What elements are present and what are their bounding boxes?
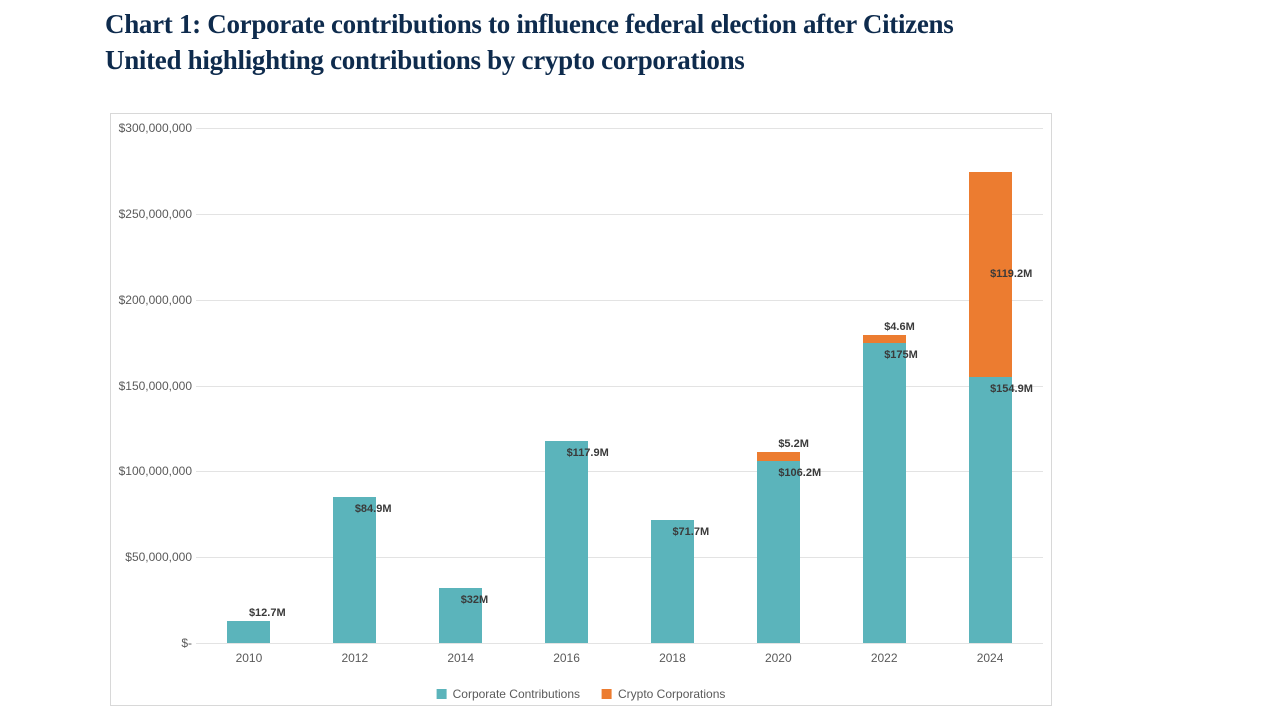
x-axis-tick-label: 2012 xyxy=(341,651,368,665)
y-axis-tick-label: $50,000,000 xyxy=(111,550,196,564)
legend-label: Crypto Corporations xyxy=(618,687,725,701)
legend-item: Crypto Corporations xyxy=(602,687,725,701)
chart-container: $- $50,000,000 $100,000,000 $150,000,000 $20… xyxy=(110,113,1052,706)
bar-crypto xyxy=(863,335,906,343)
y-axis-tick-label: $- xyxy=(111,636,196,650)
y-axis-tick-label: $250,000,000 xyxy=(111,207,196,221)
legend-swatch xyxy=(437,689,447,699)
x-axis-tick-label: 2016 xyxy=(553,651,580,665)
gridline xyxy=(196,386,1043,387)
bar-corporate xyxy=(757,461,800,643)
bar-corporate xyxy=(545,441,588,643)
x-axis-tick-label: 2022 xyxy=(871,651,898,665)
gridline xyxy=(196,214,1043,215)
gridline xyxy=(196,557,1043,558)
bar-corporate xyxy=(651,520,694,643)
page: Chart 1: Corporate contributions to infl… xyxy=(0,0,1280,720)
y-axis-tick-label: $150,000,000 xyxy=(111,379,196,393)
y-axis-tick-label: $100,000,000 xyxy=(111,464,196,478)
bar-corporate xyxy=(969,377,1012,643)
bar-corporate xyxy=(863,343,906,643)
gridline xyxy=(196,471,1043,472)
legend: Corporate Contributions Crypto Corporatio… xyxy=(437,687,726,701)
x-axis-tick-label: 2020 xyxy=(765,651,792,665)
chart-plot-area: $- $50,000,000 $100,000,000 $150,000,000 $20… xyxy=(111,114,1051,705)
legend-item: Corporate Contributions xyxy=(437,687,580,701)
y-axis-tick-label: $300,000,000 xyxy=(111,121,196,135)
gridline xyxy=(196,128,1043,129)
bar-corporate xyxy=(333,497,376,643)
x-axis-tick-label: 2018 xyxy=(659,651,686,665)
chart-title: Chart 1: Corporate contributions to infl… xyxy=(105,6,985,79)
gridline xyxy=(196,300,1043,301)
y-axis-tick-label: $200,000,000 xyxy=(111,293,196,307)
bar-crypto xyxy=(757,452,800,461)
x-axis-tick-label: 2010 xyxy=(236,651,263,665)
x-axis-tick-label: 2014 xyxy=(447,651,474,665)
legend-label: Corporate Contributions xyxy=(453,687,580,701)
bar-corporate xyxy=(227,621,270,643)
legend-swatch xyxy=(602,689,612,699)
gridline xyxy=(196,643,1043,644)
x-axis-tick-label: 2024 xyxy=(977,651,1004,665)
